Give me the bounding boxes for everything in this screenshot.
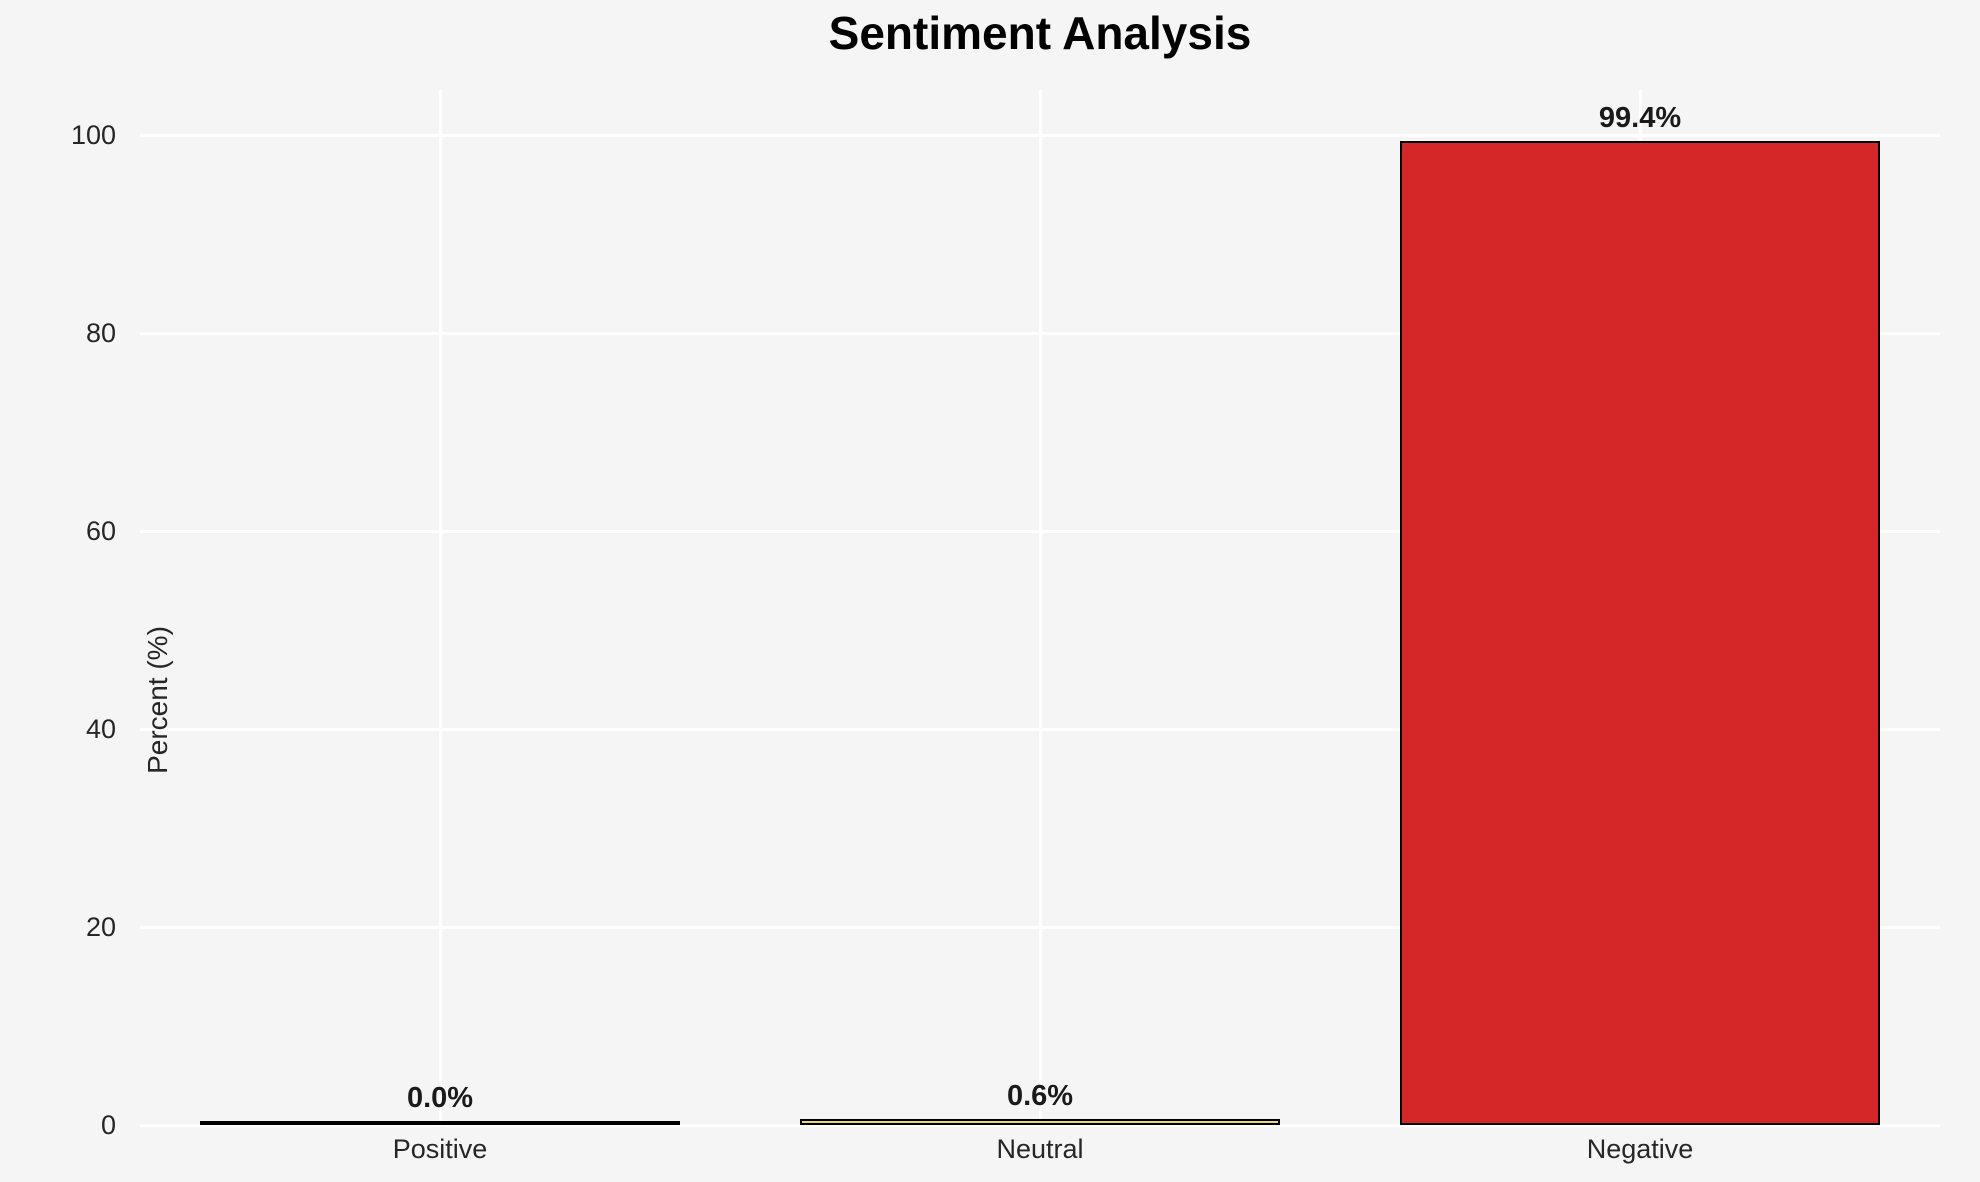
x-tick-label-neutral: Neutral [996, 1134, 1084, 1164]
bar-value-label-neutral: 0.6% [1006, 1080, 1074, 1112]
y-tick-label-0: 0 [100, 1110, 116, 1140]
bar-value-label-negative: 99.4% [1598, 102, 1682, 134]
chart-title: Sentiment Analysis [828, 7, 1252, 59]
plot-area: 0 20 40 60 80 100 0.0% Positive 0.6% Neutral 99.4… [71, 90, 1940, 1164]
v-gridline-neutral [1038, 90, 1042, 1125]
bar-neutral [800, 1119, 1280, 1125]
y-axis-title: Percent (%) [142, 626, 173, 774]
y-tick-label-40: 40 [85, 714, 116, 744]
v-gridline-positive [438, 90, 442, 1125]
x-tick-label-negative: Negative [1586, 1134, 1694, 1164]
bar-negative [1400, 141, 1880, 1125]
x-tick-label-positive: Positive [392, 1134, 488, 1164]
bar-positive [200, 1121, 680, 1125]
bar-value-label-positive: 0.0% [406, 1082, 474, 1114]
y-tick-label-100: 100 [70, 120, 116, 150]
y-tick-label-20: 20 [85, 912, 116, 942]
y-tick-label-80: 80 [85, 318, 116, 348]
y-tick-label-60: 60 [85, 516, 116, 546]
h-gridline-0 [140, 1123, 1940, 1127]
